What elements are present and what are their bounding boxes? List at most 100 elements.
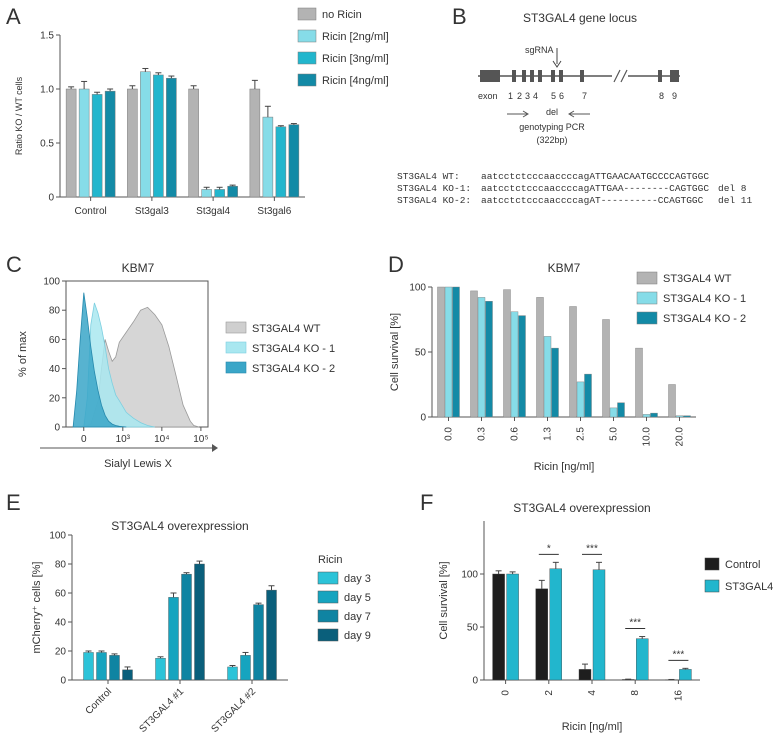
panel-e-y-tick-label: 80 bbox=[55, 560, 67, 571]
panel-a-y-label: Ratio KO / WT cells bbox=[14, 76, 24, 155]
panel-e-legend-label: day 7 bbox=[344, 611, 371, 623]
panel-d-bar bbox=[584, 373, 592, 418]
panel-a-bar bbox=[275, 126, 287, 198]
panel-a-x-tick-label: Control bbox=[75, 206, 107, 217]
panel-b-break-mark bbox=[620, 69, 628, 83]
panel-d-legend-swatch bbox=[636, 291, 658, 305]
panel-d-bar bbox=[569, 306, 577, 418]
panel-f-bar bbox=[535, 588, 548, 681]
panel-d-bar bbox=[576, 381, 585, 418]
panel-b-del-label: del bbox=[546, 107, 558, 117]
panel-d-y-tick-label: 50 bbox=[415, 348, 427, 359]
panel-d-legend-label: ST3GAL4 KO - 1 bbox=[663, 293, 746, 305]
panel-e-legend-label: day 9 bbox=[344, 630, 371, 642]
panel-c-x-arrow-head bbox=[212, 444, 218, 452]
panel-a-bar bbox=[78, 88, 90, 198]
panel-f-sig-marker: *** bbox=[629, 618, 641, 629]
panel-e-title: ST3GAL4 overexpression bbox=[111, 519, 248, 533]
panel-d-bar bbox=[452, 286, 460, 418]
panel-b-seq: aatcctctcccaaccccagATTGAA--------CAGTGGC bbox=[481, 183, 709, 194]
panel-b-break-mark bbox=[613, 69, 621, 83]
panel-d-bar bbox=[536, 297, 544, 418]
panel-a-legend-label: Ricin [3ng/ml] bbox=[322, 53, 389, 65]
panel-b-exon bbox=[551, 70, 555, 82]
panel-b-exon-number: 2 bbox=[517, 91, 522, 101]
panel-c-x-tick-label: 10⁵ bbox=[193, 434, 208, 445]
panel-e-y-tick-label: 20 bbox=[55, 647, 67, 658]
panel-e-y-tick-label: 40 bbox=[55, 618, 67, 629]
panel-f-x-tick-label: 8 bbox=[630, 690, 641, 696]
panel-letter-d: D bbox=[388, 252, 404, 277]
panel-a-legend-swatch bbox=[297, 29, 317, 43]
panel-c-histogram: 0 20 40 60 80 100 0 10³ 10⁴ 10⁵ KBM7 % of max Sialyl… bbox=[17, 261, 335, 470]
panel-f-x-tick-label: 2 bbox=[544, 690, 555, 696]
panel-b-seq: aatcctctcccaaccccagAT----------CCAGTGGC bbox=[481, 195, 704, 206]
panel-d-x-tick-label: 0.3 bbox=[477, 427, 488, 441]
panel-e-legend-swatch bbox=[317, 628, 339, 642]
panel-e-bar bbox=[266, 589, 277, 681]
panel-e-bar bbox=[83, 652, 94, 681]
panel-c-legend-label: ST3GAL4 WT bbox=[252, 323, 321, 335]
panel-a-bar bbox=[140, 71, 151, 198]
panel-e-bar bbox=[240, 655, 251, 681]
panel-b-seq-note: del 11 bbox=[718, 195, 753, 206]
panel-e-bar bbox=[168, 597, 179, 681]
panel-a-y-tick-label: 1.0 bbox=[40, 85, 54, 96]
panel-b-pcr-size: (322bp) bbox=[536, 135, 567, 145]
panel-f-bar bbox=[549, 568, 562, 681]
panel-f-chart: 0 50 100 0 * 2 *** 4 *** 8 *** 16 ST3GAL4 overexpres… bbox=[438, 501, 773, 733]
panel-e-bar bbox=[227, 666, 238, 681]
panel-f-y-label: Cell survival [%] bbox=[438, 561, 450, 639]
panel-f-sig-marker: *** bbox=[586, 543, 598, 554]
panel-b-forward-primer-head bbox=[522, 110, 529, 118]
panel-letter-c: C bbox=[6, 252, 22, 277]
panel-f-bar bbox=[592, 569, 606, 681]
panel-c-histogram-area bbox=[83, 302, 155, 428]
panel-e-bar bbox=[155, 658, 166, 681]
panel-letter-a: A bbox=[6, 4, 21, 29]
panel-d-x-tick-label: 5.0 bbox=[609, 427, 620, 441]
panel-d-bar bbox=[551, 347, 559, 418]
panel-d-bar bbox=[675, 415, 684, 418]
panel-d-bar bbox=[609, 407, 618, 418]
panel-a-bar bbox=[214, 189, 225, 198]
panel-c-y-label: % of max bbox=[17, 331, 29, 377]
panel-f-sig-marker: *** bbox=[673, 649, 685, 660]
panel-d-legend-swatch bbox=[636, 311, 658, 325]
panel-f-x-tick-label: 4 bbox=[587, 690, 598, 696]
panel-c-y-tick-label: 100 bbox=[43, 277, 60, 288]
panel-b-exon bbox=[538, 70, 542, 82]
panel-b-seq-name: ST3GAL4 WT: bbox=[397, 171, 460, 182]
panel-b-exon-number: 6 bbox=[559, 91, 564, 101]
panel-f-y-tick-label: 50 bbox=[467, 623, 479, 634]
panel-f-x-label: Ricin [ng/ml] bbox=[562, 721, 623, 733]
panel-d-x-tick-label: 1.3 bbox=[543, 427, 554, 441]
panel-b-exon-number: 9 bbox=[672, 91, 677, 101]
panel-f-legend-swatch bbox=[704, 579, 720, 593]
panel-c-y-tick-label: 0 bbox=[54, 423, 60, 434]
panel-d-x-tick-label: 0.0 bbox=[444, 427, 455, 441]
panel-letter-e: E bbox=[6, 490, 21, 515]
panel-b-exon bbox=[512, 70, 516, 82]
panel-b-reverse-primer-head bbox=[568, 110, 575, 118]
panel-a-bar bbox=[262, 116, 274, 198]
panel-b-pcr-label: genotyping PCR bbox=[519, 122, 585, 132]
panel-c-y-tick-label: 20 bbox=[49, 393, 61, 404]
panel-e-x-tick-label: Control bbox=[84, 686, 115, 717]
panel-f-y-tick-label: 0 bbox=[472, 676, 478, 687]
panel-a-legend-label: no Ricin bbox=[322, 9, 362, 21]
panel-e-bar bbox=[253, 604, 264, 681]
panel-e-legend-swatch bbox=[317, 590, 339, 604]
panel-e-y-tick-label: 60 bbox=[55, 589, 67, 600]
panel-a-bar bbox=[188, 88, 199, 198]
panel-b-exon bbox=[580, 70, 584, 82]
panel-e-y-label: mCherry⁺ cells [%] bbox=[31, 562, 43, 654]
panel-d-y-tick-label: 100 bbox=[409, 283, 426, 294]
panel-e-chart: 0 20 40 60 80 100 Control ST3GAL4 #1 ST3GAL4 #2 S… bbox=[31, 519, 371, 735]
panel-d-bar bbox=[683, 415, 691, 418]
panel-c-legend-label: ST3GAL4 KO - 1 bbox=[252, 343, 335, 355]
panel-a-legend-label: Ricin [4ng/ml] bbox=[322, 75, 389, 87]
panel-e-legend-title: Ricin bbox=[318, 554, 342, 566]
panel-d-x-tick-label: 2.5 bbox=[576, 427, 587, 441]
